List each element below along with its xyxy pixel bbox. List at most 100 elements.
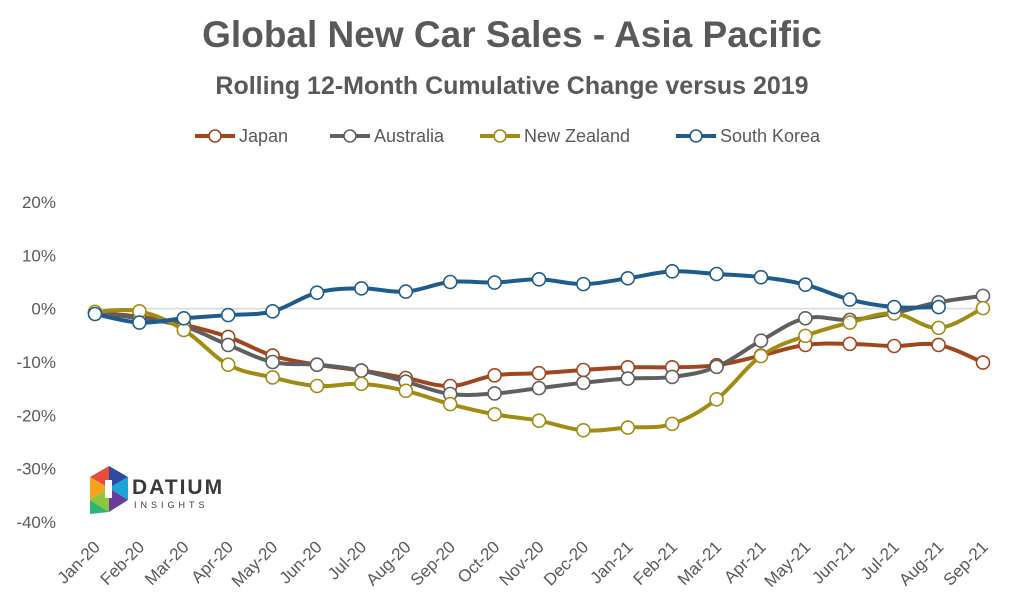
data-point[interactable] <box>576 362 591 378</box>
legend-marker <box>689 129 703 143</box>
data-point[interactable] <box>931 320 946 336</box>
data-point[interactable] <box>709 392 724 407</box>
data-point[interactable] <box>709 359 724 375</box>
x-tick-label: Feb-21 <box>629 537 681 589</box>
data-point[interactable] <box>620 270 636 286</box>
data-point[interactable] <box>576 375 591 391</box>
data-point[interactable] <box>487 275 502 290</box>
legend-marker <box>493 129 507 143</box>
data-point[interactable] <box>798 310 813 326</box>
data-point[interactable] <box>975 288 991 304</box>
series-layer <box>87 264 991 438</box>
y-tick-label: 0% <box>31 300 56 319</box>
datium-logo: DATIUM INSIGHTS <box>88 462 248 522</box>
y-tick-label: -20% <box>16 406 56 425</box>
data-point[interactable] <box>354 376 369 392</box>
x-tick-label: May-21 <box>761 537 815 591</box>
data-point[interactable] <box>220 357 236 372</box>
x-tick-label: Feb-20 <box>97 537 149 589</box>
data-point[interactable] <box>886 299 902 315</box>
x-tick-label: Jan-20 <box>54 537 104 587</box>
logo-name: DATIUM <box>132 476 225 499</box>
data-point[interactable] <box>842 336 858 352</box>
data-point[interactable] <box>309 357 325 372</box>
data-point[interactable] <box>886 338 902 354</box>
legend-marker <box>208 129 222 143</box>
data-point[interactable] <box>576 422 591 438</box>
data-point[interactable] <box>487 406 502 422</box>
data-point[interactable] <box>531 380 547 396</box>
data-point[interactable] <box>753 269 769 285</box>
chart-subtitle: Rolling 12-Month Cumulative Change versu… <box>215 72 809 100</box>
legend-label: Australia <box>374 126 445 146</box>
x-tick-label: Jun-20 <box>276 537 326 587</box>
legend: Japan Australia New Zealand South Korea <box>195 126 821 146</box>
legend-label: New Zealand <box>524 126 630 146</box>
x-tick-label: Mar-21 <box>674 537 726 589</box>
data-point[interactable] <box>798 277 813 292</box>
data-point[interactable] <box>265 370 280 385</box>
x-tick-label: May-20 <box>228 537 282 591</box>
data-point[interactable] <box>975 355 991 370</box>
data-point[interactable] <box>531 413 547 428</box>
y-tick-label: 20% <box>22 193 56 212</box>
data-point[interactable] <box>398 383 414 399</box>
data-point[interactable] <box>531 272 547 287</box>
data-point[interactable] <box>87 306 103 322</box>
data-point[interactable] <box>798 328 813 344</box>
legend-item[interactable]: Australia <box>330 126 445 146</box>
data-point[interactable] <box>664 416 680 432</box>
data-point[interactable] <box>753 333 769 348</box>
x-tick-label: Mar-20 <box>141 537 193 589</box>
data-point[interactable] <box>576 276 591 292</box>
data-point[interactable] <box>309 285 325 300</box>
data-point[interactable] <box>975 300 991 316</box>
legend-item[interactable]: South Korea <box>676 126 821 146</box>
legend-item[interactable]: New Zealand <box>480 126 630 146</box>
data-point[interactable] <box>931 299 946 315</box>
chart-title: Global New Car Sales - Asia Pacific <box>202 14 822 55</box>
y-tick-label: -40% <box>16 513 56 532</box>
legend-marker <box>343 129 357 143</box>
data-point[interactable] <box>753 348 769 364</box>
x-tick-label: Sep-21 <box>940 537 992 589</box>
data-point[interactable] <box>442 396 458 412</box>
data-point[interactable] <box>487 386 502 401</box>
data-point[interactable] <box>842 292 858 307</box>
data-point[interactable] <box>664 264 680 279</box>
data-point[interactable] <box>709 266 724 282</box>
legend-item[interactable]: Japan <box>195 126 288 146</box>
y-tick-label: -10% <box>16 353 56 372</box>
data-point[interactable] <box>265 304 280 319</box>
x-tick-label: Aug-21 <box>895 537 947 589</box>
data-point[interactable] <box>265 354 280 370</box>
series-south-korea <box>87 264 946 330</box>
datium-logo-icon <box>90 466 128 514</box>
data-point[interactable] <box>620 371 636 386</box>
data-point[interactable] <box>354 281 369 296</box>
data-point[interactable] <box>931 337 946 353</box>
data-point[interactable] <box>354 363 369 378</box>
x-axis: Jan-20Feb-20Mar-20Apr-20May-20Jun-20Jul-… <box>54 537 992 591</box>
x-tick-label: Nov-20 <box>496 537 548 589</box>
x-tick-label: Dec-20 <box>540 537 592 589</box>
x-tick-label: Jan-21 <box>586 537 636 587</box>
data-point[interactable] <box>842 315 858 330</box>
data-point[interactable] <box>531 365 547 381</box>
data-point[interactable] <box>487 368 502 383</box>
data-point[interactable] <box>220 307 236 323</box>
data-point[interactable] <box>620 420 636 435</box>
y-axis: 20% 10% 0% -10% -20% -30% -40% <box>16 193 56 532</box>
data-point[interactable] <box>176 310 192 326</box>
series-new-zealand <box>87 300 991 438</box>
x-tick-label: Sep-20 <box>407 537 459 589</box>
data-point[interactable] <box>132 315 147 330</box>
data-point[interactable] <box>442 274 458 290</box>
data-point[interactable] <box>220 337 236 353</box>
x-tick-label: Aug-20 <box>362 537 414 589</box>
data-point[interactable] <box>664 369 680 385</box>
legend-label: South Korea <box>720 126 821 146</box>
data-point[interactable] <box>398 284 414 299</box>
data-point[interactable] <box>309 378 325 394</box>
